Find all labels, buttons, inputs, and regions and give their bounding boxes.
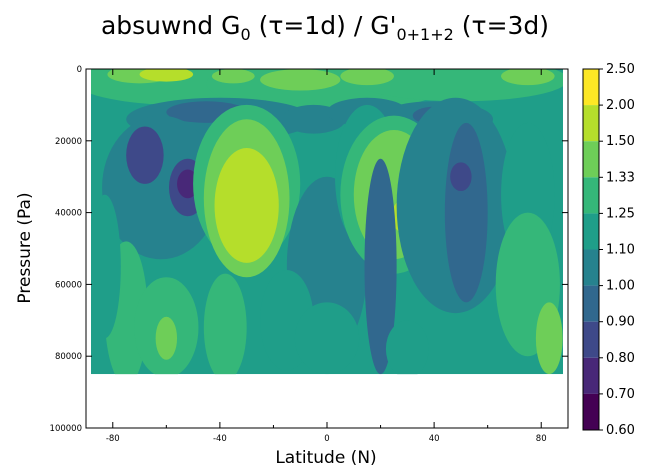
y-tick-label: 20000 <box>55 137 82 147</box>
x-tick-label: -40 <box>213 434 227 444</box>
contour-region-35 <box>444 122 488 303</box>
colorbar-segment <box>583 105 599 142</box>
contour-region-5 <box>139 69 194 82</box>
colorbar-segment <box>583 285 599 322</box>
colorbar-segment <box>583 69 599 106</box>
y-tick-label: 0 <box>77 65 82 75</box>
x-tick-label: -80 <box>106 434 120 444</box>
colorbar-label: 2.00 <box>606 98 635 113</box>
contour-region-36 <box>450 162 472 192</box>
colorbar-label: 0.60 <box>606 423 635 438</box>
x-tick-label: 80 <box>536 434 547 444</box>
colorbar: 2.50 2.00 1.50 1.33 1.25 1.10 1.00 0.90 0.80 0.70… <box>582 62 635 438</box>
contour-region-37 <box>364 158 397 375</box>
chart-title: absuwnd G0 (τ=1d) / G'0+1+2 (τ=3d) <box>101 11 549 44</box>
contour-region-9 <box>501 69 555 86</box>
y-tick-label: 60000 <box>55 280 82 290</box>
chart-title-part-1: absuwnd G <box>101 11 241 40</box>
y-tick-label: 100000 <box>50 424 82 434</box>
x-tick-label: 40 <box>429 434 440 444</box>
contour-region-26 <box>214 147 279 263</box>
contour-region-17 <box>126 126 164 184</box>
colorbar-segment <box>583 321 599 358</box>
contour-region-19 <box>177 169 199 199</box>
colorbar-label: 1.00 <box>606 279 635 294</box>
x-axis: -80 -40 0 40 80 <box>106 69 547 444</box>
colorbar-label: 1.33 <box>606 170 635 185</box>
contour-region-8 <box>260 69 341 91</box>
heatmap-field <box>91 69 563 375</box>
colorbar-label: 0.80 <box>606 351 635 366</box>
y-tick-label: 80000 <box>55 352 82 362</box>
colorbar-segment <box>583 141 599 178</box>
chart-title-sub-1: 0 <box>240 25 250 44</box>
colorbar-segment <box>583 213 599 250</box>
chart-title-part-2: (τ=1d) / G' <box>251 11 397 40</box>
colorbar-label: 1.50 <box>606 134 635 149</box>
chart-title-sub-2: 0+1+2 <box>396 25 453 44</box>
contour-region-42 <box>294 302 360 375</box>
y-axis: 0 20000 40000 60000 80000 100000 <box>50 65 568 434</box>
contour-region-23 <box>203 273 247 375</box>
colorbar-segment <box>583 393 599 430</box>
y-axis-label: Pressure (Pa) <box>15 192 35 303</box>
contour-region-6 <box>211 69 255 84</box>
colorbar-label: 0.90 <box>606 315 635 330</box>
contour-region-38 <box>385 320 429 375</box>
colorbar-segment <box>583 357 599 394</box>
colorbar-segment <box>583 177 599 214</box>
colorbar-label: 0.70 <box>606 387 635 402</box>
y-tick-label: 40000 <box>55 209 82 219</box>
contour-region-7 <box>340 69 394 86</box>
colorbar-segment <box>583 249 599 286</box>
colorbar-label: 1.25 <box>606 206 635 221</box>
colorbar-label: 2.50 <box>606 62 635 77</box>
chart-title-part-3: (τ=3d) <box>454 11 549 40</box>
x-axis-label: Latitude (N) <box>275 448 376 468</box>
contour-region-41 <box>535 302 563 375</box>
contour-region-22 <box>155 316 178 360</box>
colorbar-label: 1.10 <box>606 243 635 258</box>
x-tick-label: 0 <box>324 434 329 444</box>
contour-region-27 <box>91 194 121 339</box>
